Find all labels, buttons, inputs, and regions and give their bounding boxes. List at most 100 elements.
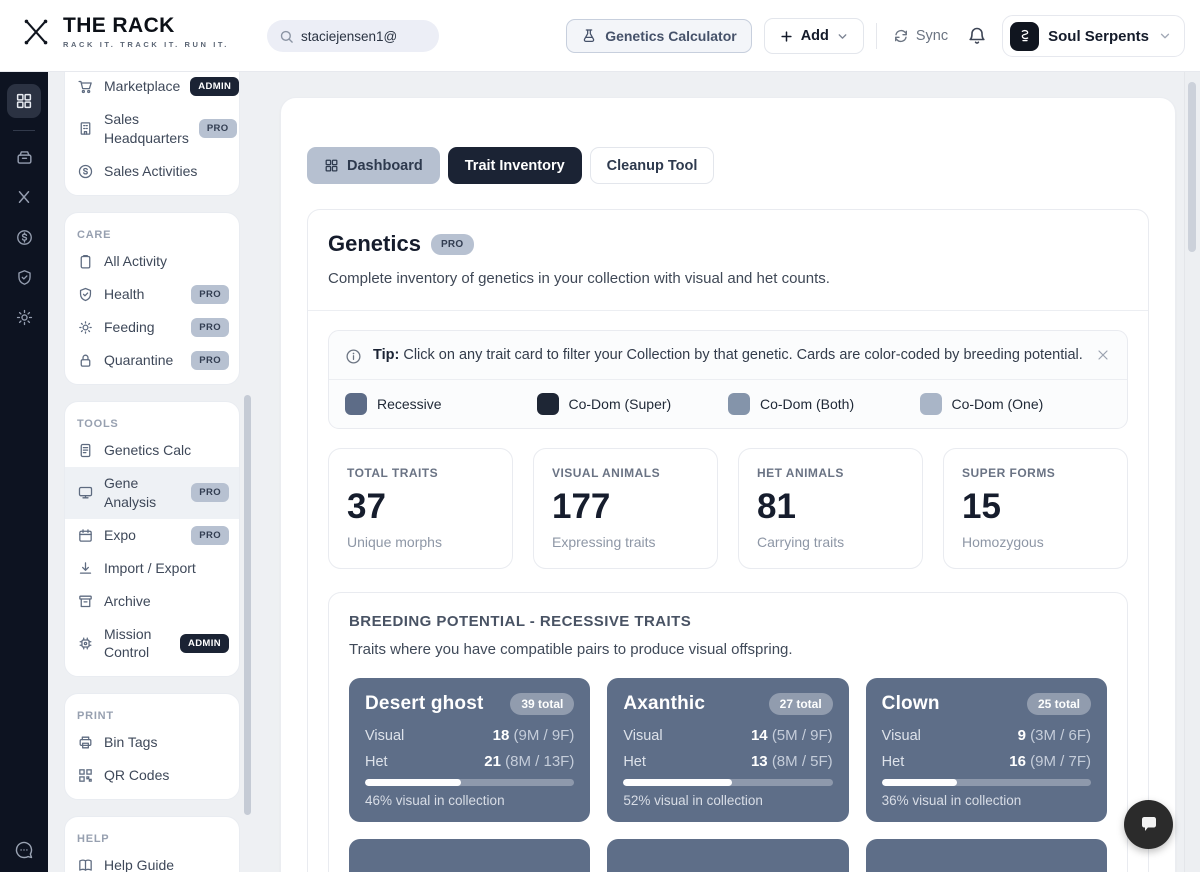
account-menu[interactable]: Soul Serpents <box>1002 15 1185 57</box>
sidebar-item-expo[interactable]: Expo PRO <box>65 519 239 552</box>
notifications-bell-icon[interactable] <box>964 26 990 46</box>
sidebar-item-import-export[interactable]: Import / Export <box>65 552 239 585</box>
het-mf-split: (8M / 13F) <box>505 752 575 770</box>
flask-icon <box>581 28 597 44</box>
cart-icon <box>77 78 94 95</box>
progress-fill <box>623 778 733 786</box>
rack-logo-icon <box>18 14 54 50</box>
het-label: Het <box>365 753 388 770</box>
sidebar-item-label: Mission Control <box>104 625 152 661</box>
sidebar-item-genetics-calc[interactable]: Genetics Calc <box>65 434 239 467</box>
rail-divider <box>13 130 35 131</box>
tip-bold: Tip: <box>373 347 400 363</box>
tab-dashboard[interactable]: Dashboard <box>307 147 440 184</box>
close-icon[interactable] <box>1095 345 1111 366</box>
avatar <box>1010 21 1040 51</box>
sidebar-item-sales-activities[interactable]: Sales Activities <box>65 155 239 188</box>
sidebar-item-label: Archive <box>104 592 151 609</box>
admin-badge: ADMIN <box>190 77 239 96</box>
chip-icon <box>77 635 94 652</box>
trait-card-clown[interactable]: Clown 25 total Visual 9 (3M / 6F) Het 16… <box>865 677 1107 822</box>
sidebar-item-quarantine[interactable]: Quarantine PRO <box>65 344 239 377</box>
sidebar-item-archive[interactable]: Archive <box>65 585 239 618</box>
stat-label: HET ANIMALS <box>757 466 844 481</box>
visual-mf-split: (5M / 9F) <box>771 726 833 744</box>
tab-trait-inventory[interactable]: Trait Inventory <box>447 147 582 184</box>
sync-button[interactable]: Sync <box>889 28 952 44</box>
het-count: 21 <box>484 752 501 770</box>
legend-item-recessive: Recessive <box>345 393 537 416</box>
pro-badge: PRO <box>191 350 229 370</box>
trait-card-desert-ghost[interactable]: Desert ghost 39 total Visual 18 (9M / 9F… <box>349 677 591 822</box>
sidebar-item-sales-headquarters[interactable]: Sales Headquarters PRO <box>65 103 239 155</box>
monitor-icon <box>77 484 94 501</box>
het-count: 16 <box>1009 752 1026 770</box>
rail-sales-icon[interactable] <box>7 217 41 257</box>
sidebar-tools-card: TOOLS Genetics Calc Gene Analysis PRO <box>64 400 240 678</box>
sidebar-item-label: Bin Tags <box>104 734 158 751</box>
genetics-calculator-button[interactable]: Genetics Calculator <box>566 19 752 53</box>
rail-chat-icon[interactable] <box>0 840 48 860</box>
rail-breeding-icon[interactable] <box>7 177 41 217</box>
sidebar-item-gene-analysis[interactable]: Gene Analysis PRO <box>65 466 239 519</box>
clipboard-icon <box>77 253 94 270</box>
sidebar-help-card: HELP Help Guide Feature Requests <box>64 816 240 872</box>
breeding-potential-panel: BREEDING POTENTIAL - RECESSIVE TRAITS Tr… <box>328 591 1128 872</box>
add-button[interactable]: Add <box>763 18 864 54</box>
sync-label: Sync <box>915 28 949 44</box>
tab-label: Cleanup Tool <box>606 157 698 174</box>
sidebar-item-label: Sales Activities <box>104 162 198 179</box>
genetics-calculator-label: Genetics Calculator <box>605 28 737 44</box>
stat-value: 37 <box>347 487 386 527</box>
tab-cleanup-tool[interactable]: Cleanup Tool <box>589 147 715 184</box>
sidebar-item-feeding[interactable]: Feeding PRO <box>65 311 239 344</box>
stat-visual-animals: VISUAL ANIMALS 177 Expressing traits <box>533 448 718 569</box>
sidebar-item-mission-control[interactable]: Mission Control ADMIN <box>65 618 239 670</box>
page-scrollbar-thumb[interactable] <box>1188 82 1196 252</box>
pro-badge: PRO <box>191 525 229 545</box>
trait-name: Desert ghost <box>365 692 484 714</box>
stat-caption: Unique morphs <box>347 533 442 550</box>
sidebar-item-label: Health <box>104 285 145 302</box>
sidebar-item-label: Expo <box>104 526 136 543</box>
rail-settings-gear-icon[interactable] <box>7 297 41 337</box>
building-icon <box>77 120 94 137</box>
rail-dashboard-icon[interactable] <box>7 84 41 118</box>
section-label-care: CARE <box>77 228 112 241</box>
rail-rack-icon[interactable] <box>7 137 41 177</box>
visual-mf-split: (3M / 6F) <box>1030 726 1091 744</box>
sidebar-item-bin-tags[interactable]: Bin Tags <box>65 726 239 759</box>
trait-card-grid-row-2 <box>349 838 1107 872</box>
sidebar-item-qr-codes[interactable]: QR Codes <box>65 759 239 792</box>
breeding-title: BREEDING POTENTIAL - RECESSIVE TRAITS <box>349 612 692 630</box>
calendar-icon <box>77 527 94 544</box>
page-scrollbar[interactable] <box>1184 72 1200 872</box>
visual-count: 18 <box>492 726 510 744</box>
add-label: Add <box>800 28 829 44</box>
trait-card[interactable] <box>349 838 591 872</box>
sidebar-item-marketplace[interactable]: Marketplace ADMIN <box>65 72 239 103</box>
trait-total-badge: 25 total <box>1026 692 1091 715</box>
search-icon <box>279 29 294 44</box>
top-header: THE RACK RACK IT. TRACK IT. RUN IT. stac… <box>0 0 1200 72</box>
qr-code-icon <box>77 767 94 784</box>
trait-card[interactable] <box>607 838 849 872</box>
sidebar-item-label: QR Codes <box>104 767 170 784</box>
plus-icon <box>779 29 794 44</box>
sidebar-item-help-guide[interactable]: Help Guide <box>65 849 239 872</box>
sidebar-item-health[interactable]: Health PRO <box>65 278 239 311</box>
chat-widget-button[interactable] <box>1124 800 1173 849</box>
trait-card-axanthic[interactable]: Axanthic 27 total Visual 14 (5M / 9F) He… <box>607 677 849 822</box>
sidebar-scrollbar[interactable] <box>244 395 251 815</box>
section-label-help: HELP <box>77 833 110 846</box>
het-count: 13 <box>750 752 768 770</box>
sidebar-item-all-activity[interactable]: All Activity <box>65 245 239 278</box>
visual-label: Visual <box>365 727 405 744</box>
rail-care-shield-icon[interactable] <box>7 257 41 297</box>
icon-rail <box>0 72 48 872</box>
trait-caption: 36% visual in collection <box>881 792 1022 808</box>
trait-card[interactable] <box>865 838 1107 872</box>
legend-swatch <box>536 393 559 416</box>
search-input[interactable]: staciejensen1@ <box>267 20 439 52</box>
section-label-print: PRINT <box>77 710 114 723</box>
